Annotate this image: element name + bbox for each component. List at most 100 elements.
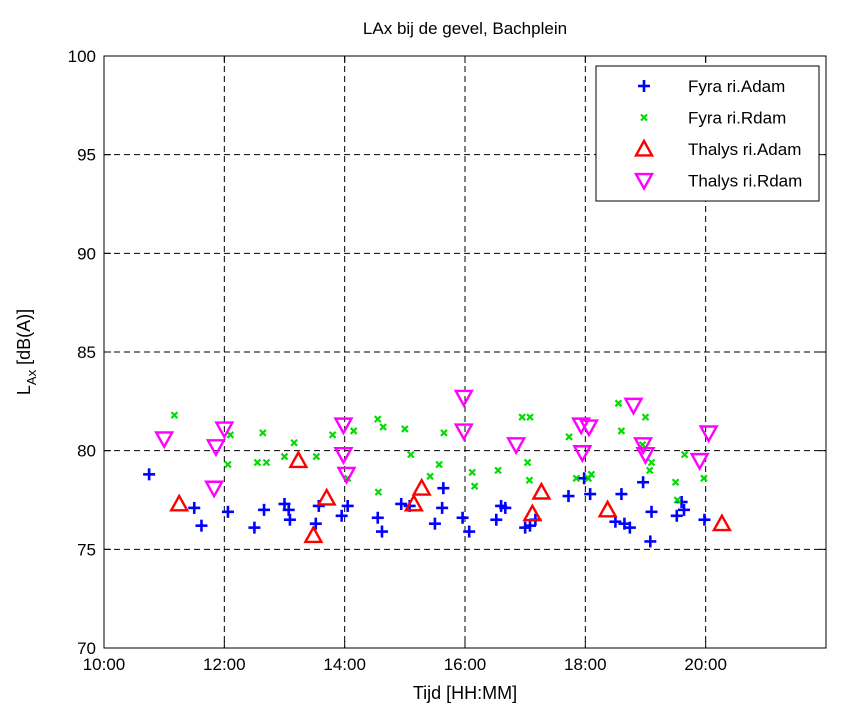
data-point [395, 497, 408, 510]
data-point [221, 505, 234, 518]
data-point [623, 397, 644, 416]
data-point [562, 490, 575, 503]
y-tick-label: 85 [77, 343, 96, 362]
data-point [379, 423, 387, 431]
data-point [411, 477, 432, 496]
legend-entry: Fyra ri.Rdam [640, 109, 786, 128]
y-axis-label-main: L [14, 385, 34, 395]
data-point [506, 437, 527, 456]
data-point [170, 411, 179, 419]
data-point [169, 493, 190, 512]
data-point [518, 413, 526, 421]
data-point [214, 421, 235, 440]
data-point [499, 501, 512, 514]
y-axis-label-subscript: Ax [24, 369, 39, 385]
x-tick-label: 12:00 [203, 655, 246, 674]
data-point [204, 480, 225, 499]
data-point [647, 458, 656, 467]
data-point [645, 466, 654, 475]
y-tick-label: 70 [77, 639, 96, 658]
data-points [143, 389, 732, 548]
data-point [453, 423, 474, 442]
data-point [403, 493, 424, 512]
data-point [440, 429, 448, 437]
data-point [374, 488, 383, 496]
axes [103, 55, 827, 649]
y-tick-label: 90 [77, 244, 96, 263]
data-point [401, 425, 409, 433]
data-point [154, 431, 175, 450]
data-point [283, 513, 296, 526]
data-point [609, 515, 622, 528]
legend: Fyra ri.Adam Fyra ri.Rdam Thalys ri.Adam Th… [595, 65, 820, 202]
legend-marker [638, 80, 650, 92]
data-point [373, 415, 382, 423]
data-point [644, 535, 657, 548]
data-point [587, 470, 596, 479]
data-point [494, 466, 502, 475]
data-point [523, 519, 536, 532]
legend-label: Thalys ri.Rdam [688, 172, 802, 191]
x-tick-label: 18:00 [564, 655, 607, 674]
data-point [258, 503, 271, 516]
data-point [375, 525, 388, 538]
x-tick-label: 16:00 [444, 655, 487, 674]
data-point [523, 458, 532, 467]
x-axis-label: Tijd [HH:MM] [413, 683, 517, 703]
data-point [700, 474, 708, 483]
data-point [143, 468, 156, 481]
data-point [490, 513, 503, 526]
data-point [453, 389, 474, 408]
data-point [614, 399, 623, 408]
data-point [572, 445, 593, 464]
y-tick-label: 75 [77, 540, 96, 559]
data-point [673, 496, 682, 504]
legend-marker [633, 172, 655, 191]
data-point [671, 478, 680, 487]
data-point [456, 511, 469, 524]
y-tick-label: 80 [77, 442, 96, 461]
data-point [637, 476, 650, 489]
y-axis-label: LAx [dB(A)] [14, 309, 39, 395]
data-point [248, 521, 261, 534]
data-point [578, 419, 599, 438]
y-tick-label: 100 [68, 47, 96, 66]
data-point [226, 431, 235, 439]
data-point [698, 513, 711, 526]
legend-label: Fyra ri.Rdam [688, 109, 786, 128]
data-point [623, 521, 636, 534]
data-point [195, 519, 208, 532]
legend-entry: Fyra ri.Adam [638, 77, 785, 96]
data-point [309, 517, 322, 530]
data-point [617, 427, 626, 435]
data-point [290, 438, 298, 447]
data-point [341, 499, 354, 512]
series-3 [169, 450, 732, 544]
data-point [262, 458, 271, 467]
data-point [349, 427, 358, 435]
legend-entry: Thalys ri.Rdam [633, 172, 802, 191]
data-point [328, 431, 337, 439]
data-point [259, 429, 267, 437]
data-point [645, 505, 658, 518]
data-point [333, 447, 354, 466]
legend-label: Fyra ri.Adam [688, 77, 785, 96]
legend-label: Thalys ri.Adam [688, 140, 801, 159]
data-point [205, 439, 226, 458]
data-point [470, 482, 479, 490]
data-point [436, 501, 449, 514]
legend-marker [640, 113, 648, 122]
data-point [426, 472, 434, 481]
chart-title: LAx bij de gevel, Bachplein [363, 19, 567, 38]
data-point [428, 517, 441, 530]
y-tick-labels: 70 75 80 85 90 95 100 [68, 47, 96, 658]
data-point [526, 413, 534, 421]
data-point [615, 488, 628, 501]
data-point [224, 460, 232, 469]
data-point [303, 525, 324, 544]
data-point [670, 509, 683, 522]
x-tick-label: 14:00 [323, 655, 366, 674]
data-point [280, 452, 289, 461]
data-point [633, 437, 654, 456]
legend-entry: Thalys ri.Adam [633, 138, 801, 159]
